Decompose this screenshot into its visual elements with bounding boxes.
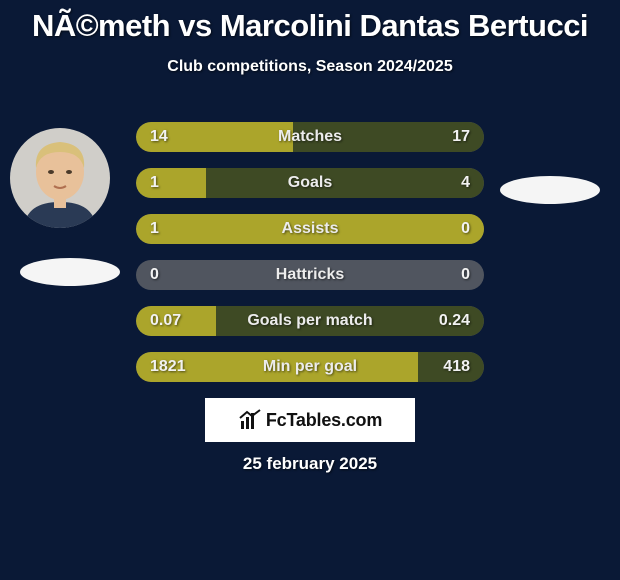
stat-right-value: 418: [443, 358, 470, 376]
stat-label: Assists: [282, 220, 339, 238]
stat-left-value: 14: [150, 128, 168, 146]
stat-bar-left-fill: [136, 168, 206, 198]
page-title: NÃ©meth vs Marcolini Dantas Bertucci: [0, 0, 620, 44]
stat-bar-row: 1 Assists 0: [136, 214, 484, 244]
stat-right-value: 17: [452, 128, 470, 146]
stat-left-value: 0: [150, 266, 159, 284]
stat-bar-row: 1821 Min per goal 418: [136, 352, 484, 382]
stat-right-value: 0.24: [439, 312, 470, 330]
player-right-shadow-ellipse: [500, 176, 600, 204]
stat-left-value: 1: [150, 220, 159, 238]
stat-bar-right-fill: [206, 168, 484, 198]
stat-label: Hattricks: [276, 266, 344, 284]
page-subtitle: Club competitions, Season 2024/2025: [0, 58, 620, 76]
stat-bar-row: 0.07 Goals per match 0.24: [136, 306, 484, 336]
chart-icon: [238, 408, 262, 432]
stat-label: Min per goal: [263, 358, 357, 376]
stat-bar-row: 0 Hattricks 0: [136, 260, 484, 290]
date-text: 25 february 2025: [243, 454, 377, 474]
stat-label: Goals per match: [247, 312, 372, 330]
fctables-logo-text: FcTables.com: [266, 410, 382, 431]
player-left-avatar: [10, 128, 110, 228]
stat-bar-row: 14 Matches 17: [136, 122, 484, 152]
stat-label: Matches: [278, 128, 342, 146]
stat-left-value: 0.07: [150, 312, 181, 330]
stat-right-value: 0: [461, 220, 470, 238]
stat-left-value: 1: [150, 174, 159, 192]
stat-right-value: 0: [461, 266, 470, 284]
stat-bar-row: 1 Goals 4: [136, 168, 484, 198]
stat-right-value: 4: [461, 174, 470, 192]
fctables-logo-box: FcTables.com: [205, 398, 415, 442]
stat-label: Goals: [288, 174, 332, 192]
player-left-shadow-ellipse: [20, 258, 120, 286]
stat-bars-container: 14 Matches 17 1 Goals 4 1 Assists 0 0 Hattricks 0 0.…: [136, 122, 484, 398]
stat-left-value: 1821: [150, 358, 186, 376]
